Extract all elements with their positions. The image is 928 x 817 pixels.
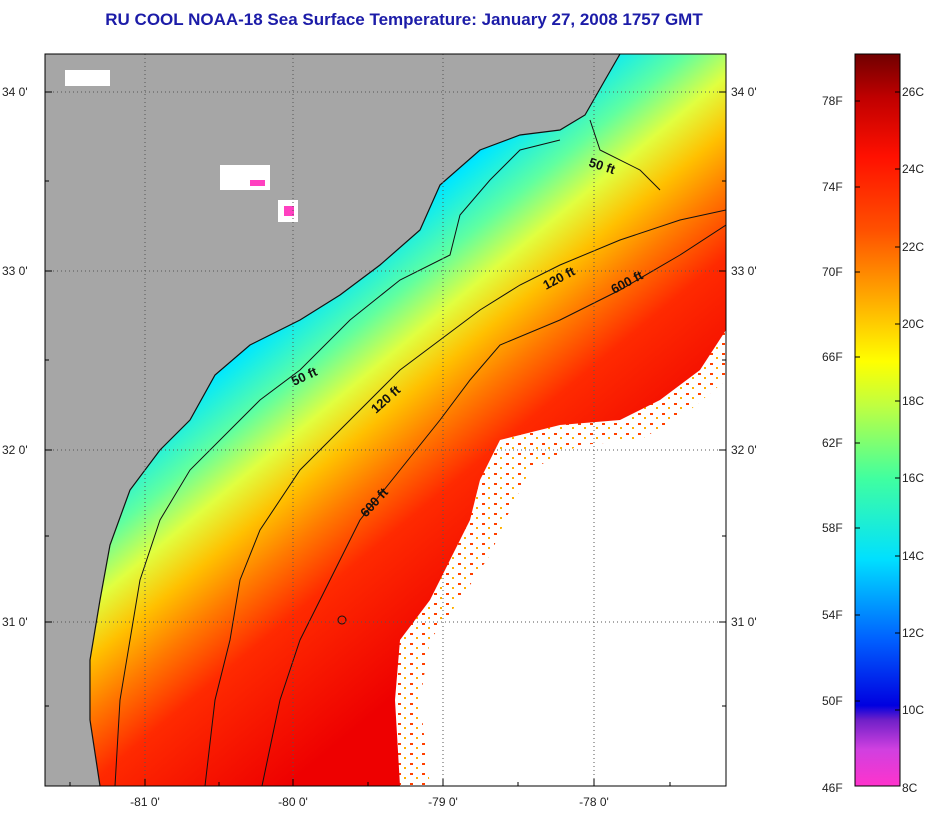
colorbar-label-f: 58F (822, 521, 843, 535)
colorbar: 78F 74F 70F 66F 62F 58F 54F 50F 46F 26C … (822, 53, 924, 795)
lat-label-32-right: 32 0' (731, 443, 757, 457)
lat-label-33: 33 0' (2, 264, 28, 278)
colorbar-label-f: 66F (822, 350, 843, 364)
cloud-region-core (420, 380, 726, 786)
colorbar-label-c: 20C (902, 317, 924, 331)
colorbar-label-f: 50F (822, 694, 843, 708)
gridlines (45, 54, 726, 786)
station-marker (337, 615, 347, 625)
colorbar-label-f: 62F (822, 436, 843, 450)
colorbar-label-c: 8C (902, 781, 918, 795)
isobath-600ft (261, 224, 726, 786)
lon-label-80: -80 0' (278, 795, 308, 809)
colorbar-label-f: 46F (822, 781, 843, 795)
colorbar-label-c: 22C (902, 240, 924, 254)
isobath-50ft (114, 119, 661, 786)
colorbar-label-c: 16C (902, 471, 924, 485)
colorbar-label-c: 24C (902, 162, 924, 176)
lat-label-31: 31 0' (2, 615, 28, 629)
lon-label-79: -79 0' (428, 795, 458, 809)
cloud-patch (220, 165, 270, 190)
colorbar-label-f: 74F (822, 180, 843, 194)
colorbar-gradient (854, 53, 901, 787)
colorbar-label-c: 18C (902, 394, 924, 408)
lon-label-78: -78 0' (579, 795, 609, 809)
cloud-patch (65, 70, 110, 86)
cloud-patch (284, 206, 294, 216)
lon-label-81: -81 0' (130, 795, 160, 809)
sst-map: 34 0' 33 0' 32 0' 31 0' 34 0' 33 0' 32 0… (2, 53, 757, 809)
coastline (89, 54, 621, 786)
colorbar-label-c: 14C (902, 549, 924, 563)
map-title: RU COOL NOAA-18 Sea Surface Temperature:… (105, 10, 703, 29)
lat-label-34: 34 0' (2, 85, 28, 99)
lat-label-34-right: 34 0' (731, 85, 757, 99)
axis-ticks (45, 91, 726, 786)
cloud-patch (250, 180, 265, 186)
colorbar-label-c: 10C (902, 703, 924, 717)
lat-label-32: 32 0' (2, 443, 28, 457)
colorbar-label-f: 78F (822, 94, 843, 108)
colorbar-label-c: 26C (902, 85, 924, 99)
colorbar-label-f: 54F (822, 608, 843, 622)
colorbar-ticks (855, 91, 900, 711)
lat-label-33-right: 33 0' (731, 264, 757, 278)
lat-label-31-right: 31 0' (731, 615, 757, 629)
colorbar-label-c: 12C (902, 626, 924, 640)
isobath-120ft (204, 209, 726, 786)
land-mass (45, 54, 620, 786)
colorbar-label-f: 70F (822, 265, 843, 279)
map-frame (44, 53, 727, 787)
